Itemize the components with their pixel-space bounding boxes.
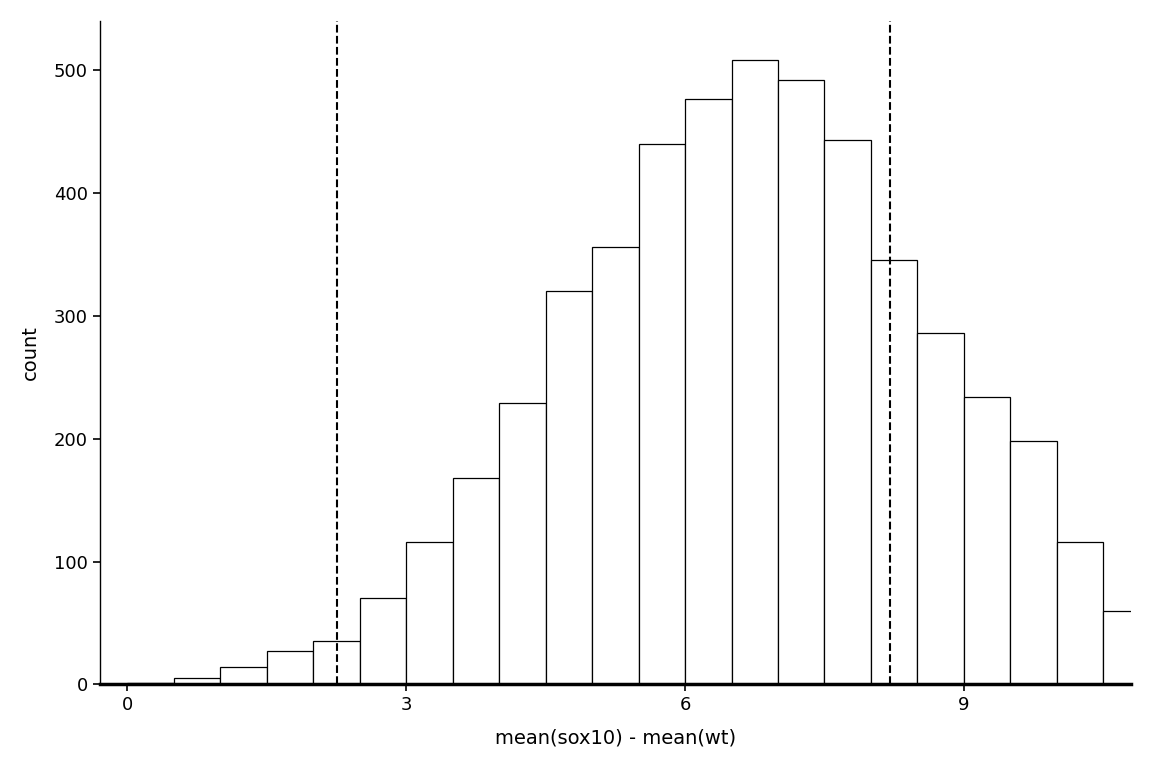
Bar: [1104, 611, 1150, 684]
Bar: [313, 641, 359, 684]
Bar: [1010, 441, 1056, 684]
Bar: [267, 651, 313, 684]
Bar: [499, 403, 546, 684]
Bar: [359, 598, 407, 684]
Bar: [592, 247, 638, 684]
Bar: [1056, 542, 1104, 684]
Bar: [825, 140, 871, 684]
Bar: [638, 144, 685, 684]
Bar: [407, 542, 453, 684]
Bar: [871, 260, 917, 684]
Bar: [685, 100, 732, 684]
Bar: [453, 478, 499, 684]
Bar: [964, 397, 1010, 684]
Y-axis label: count: count: [21, 325, 40, 380]
Bar: [174, 678, 220, 684]
Bar: [220, 667, 267, 684]
Bar: [546, 291, 592, 684]
Bar: [917, 333, 964, 684]
Bar: [778, 80, 825, 684]
Bar: [732, 60, 778, 684]
X-axis label: mean(sox10) - mean(wt): mean(sox10) - mean(wt): [495, 728, 736, 747]
